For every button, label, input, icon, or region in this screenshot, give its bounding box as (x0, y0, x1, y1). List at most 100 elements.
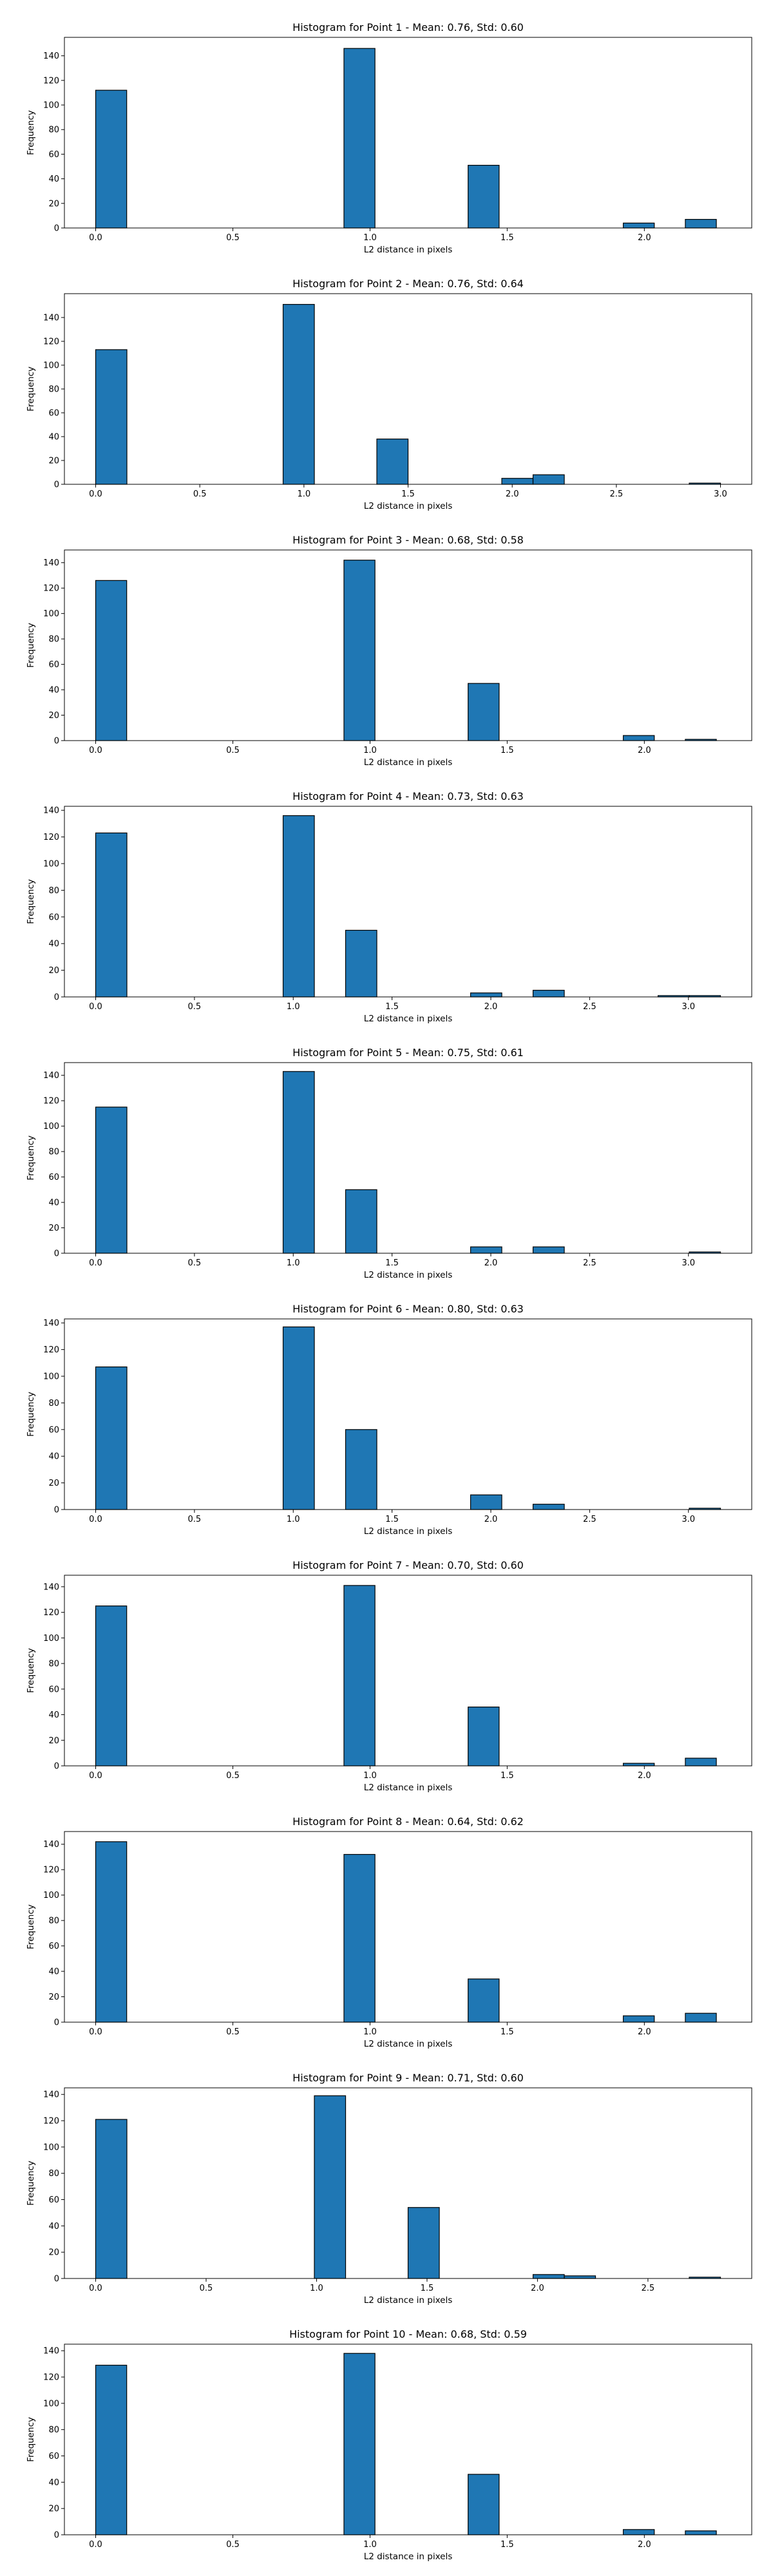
x-tick-label: 2.0 (638, 2027, 651, 2037)
bar-group (95, 1841, 717, 2023)
x-tick-label: 2.0 (638, 1771, 651, 1781)
axes-frame (64, 1575, 752, 1766)
y-tick-label: 120 (43, 2117, 59, 2126)
x-tick-label: 2.5 (642, 2284, 655, 2293)
y-tick-label: 60 (48, 1173, 59, 1182)
histogram-bar (345, 1189, 377, 1254)
y-tick-label: 40 (48, 1452, 59, 1462)
chart-title: Histogram for Point 4 - Mean: 0.73, Std:… (292, 790, 524, 802)
histogram-panel: Histogram for Point 8 - Mean: 0.64, Std:… (26, 1815, 752, 2049)
x-tick-label: 1.5 (385, 1515, 399, 1524)
y-tick-label: 120 (43, 1866, 59, 1875)
x-tick-label: 0.5 (188, 1002, 202, 1012)
axes-frame (64, 2344, 752, 2535)
chart-title: Histogram for Point 2 - Mean: 0.76, Std:… (292, 278, 524, 290)
histogram-bar (95, 90, 128, 229)
histogram-bar (345, 929, 377, 998)
y-tick-label: 60 (48, 660, 59, 670)
y-tick-label: 100 (43, 860, 59, 869)
y-tick-label: 20 (48, 1224, 59, 1233)
y-tick-label: 0 (54, 2018, 59, 2028)
y-tick-label: 0 (54, 2275, 59, 2284)
y-tick-label: 80 (48, 1399, 59, 1408)
y-axis-label: Frequency (26, 2161, 36, 2206)
y-axis-label: Frequency (26, 623, 36, 668)
y-axis-label: Frequency (26, 2417, 36, 2462)
x-axis-label: L2 distance in pixels (364, 245, 452, 255)
y-tick-label: 140 (43, 2090, 59, 2100)
histogram-panel: Histogram for Point 2 - Mean: 0.76, Std:… (26, 278, 752, 511)
y-tick-label: 20 (48, 1479, 59, 1488)
histogram-bar (685, 2012, 717, 2023)
x-tick-label: 1.0 (297, 489, 310, 499)
y-tick-label: 100 (43, 1634, 59, 1643)
bar-group (95, 1071, 721, 1254)
y-tick-label: 40 (48, 1967, 59, 1977)
x-tick-label: 1.0 (363, 2540, 377, 2550)
bar-group (95, 304, 721, 485)
histogram-bar (532, 990, 565, 998)
x-tick-label: 1.5 (501, 746, 514, 755)
histogram-bar (376, 439, 409, 485)
x-axis-label: L2 distance in pixels (364, 1270, 452, 1280)
histogram-bar (314, 2095, 347, 2279)
x-tick-label: 3.0 (714, 489, 727, 499)
bar-group (95, 1585, 717, 1766)
x-tick-label: 0.0 (89, 1002, 102, 1012)
y-tick-label: 100 (43, 361, 59, 371)
x-tick-label: 2.0 (638, 746, 651, 755)
histogram-bar (95, 2119, 128, 2279)
x-axis-label: L2 distance in pixels (364, 1783, 452, 1793)
y-tick-label: 0 (54, 993, 59, 1003)
histogram-panel: Histogram for Point 7 - Mean: 0.70, Std:… (26, 1559, 752, 1793)
x-tick-label: 2.0 (506, 489, 519, 499)
y-tick-label: 80 (48, 126, 59, 135)
histogram-bar (343, 48, 376, 229)
y-tick-label: 0 (54, 737, 59, 746)
histogram-bar (95, 2365, 128, 2535)
y-axis-label: Frequency (26, 1135, 36, 1180)
y-tick-label: 20 (48, 1993, 59, 2002)
y-tick-label: 40 (48, 2222, 59, 2231)
x-tick-label: 0.0 (89, 2027, 102, 2037)
axes-frame (64, 549, 752, 741)
histogram-bar (95, 1841, 128, 2023)
x-tick-label: 1.0 (287, 1258, 300, 1268)
histogram-panel: Histogram for Point 9 - Mean: 0.71, Std:… (26, 2072, 752, 2306)
y-tick-label: 120 (43, 1608, 59, 1618)
x-tick-label: 0.5 (226, 2540, 240, 2550)
histogram-bar (532, 474, 565, 485)
x-tick-label: 1.5 (501, 233, 514, 243)
histogram-bar (564, 2275, 596, 2279)
bar-group (95, 2353, 717, 2535)
histogram-bar (282, 1326, 315, 1510)
chart-title: Histogram for Point 5 - Mean: 0.75, Std:… (292, 1046, 524, 1059)
histogram-bar (95, 1605, 128, 1766)
x-tick-label: 2.0 (638, 2540, 651, 2550)
x-tick-label: 2.5 (583, 1515, 596, 1524)
histogram-bar (282, 815, 315, 998)
y-tick-label: 40 (48, 1710, 59, 1720)
x-tick-label: 0.5 (188, 1258, 202, 1268)
histogram-panel: Histogram for Point 3 - Mean: 0.68, Std:… (26, 534, 752, 768)
bar-group (95, 815, 721, 998)
y-tick-label: 20 (48, 199, 59, 209)
y-tick-label: 120 (43, 1345, 59, 1355)
x-tick-label: 3.0 (682, 1002, 695, 1012)
y-tick-label: 80 (48, 886, 59, 896)
y-tick-label: 0 (54, 1249, 59, 1259)
y-tick-label: 0 (54, 2531, 59, 2541)
histogram-bar (343, 560, 376, 741)
x-axis-label: L2 distance in pixels (364, 2295, 452, 2306)
histogram-bar (470, 1246, 502, 1254)
x-tick-label: 1.5 (501, 2540, 514, 2550)
histogram-bar (95, 832, 128, 998)
axes-frame (64, 1831, 752, 2023)
x-tick-label: 0.0 (89, 1258, 102, 1268)
histogram-bar (622, 2529, 655, 2535)
y-tick-label: 140 (43, 52, 59, 61)
y-axis-label: Frequency (26, 1392, 36, 1437)
chart-title: Histogram for Point 8 - Mean: 0.64, Std:… (292, 1815, 524, 1828)
x-axis-label: L2 distance in pixels (364, 2552, 452, 2562)
y-tick-label: 80 (48, 385, 59, 395)
